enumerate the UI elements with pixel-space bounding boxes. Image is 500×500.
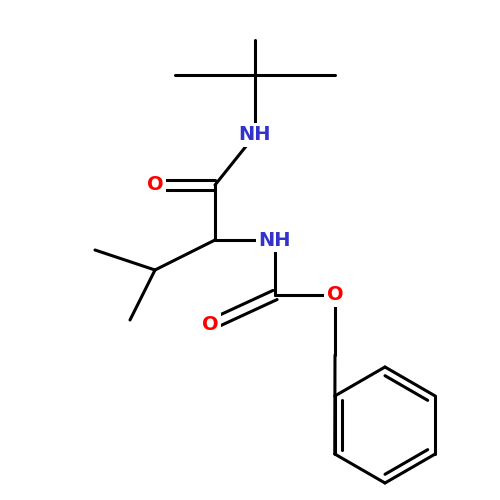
Text: NH: NH <box>259 230 291 250</box>
Text: O: O <box>326 286 344 304</box>
Text: NH: NH <box>239 126 271 144</box>
Text: O: O <box>146 176 164 195</box>
Text: O: O <box>202 316 218 334</box>
